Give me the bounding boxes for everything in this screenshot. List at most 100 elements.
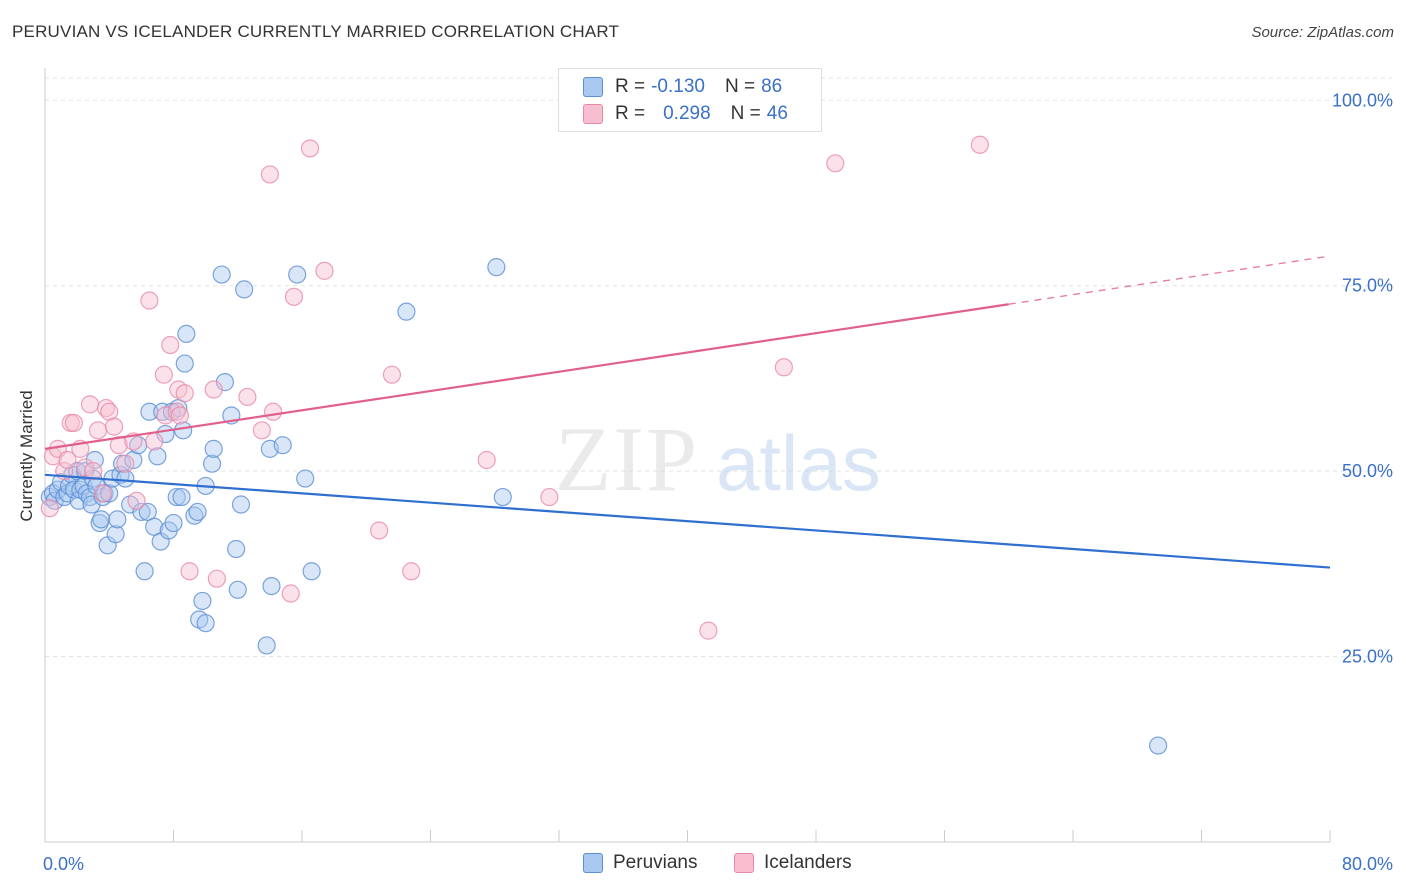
peruvian-point <box>227 539 246 559</box>
peruvian-point <box>174 421 193 440</box>
peruvian-point <box>116 469 135 488</box>
icelander-point <box>84 462 103 481</box>
n-value: 86 <box>761 76 783 97</box>
icelander-point <box>260 165 279 184</box>
y-tick-label: 75.0% <box>1342 276 1393 296</box>
peruvian-point <box>288 265 307 284</box>
peruvian-point <box>397 302 416 321</box>
icelander-point <box>826 154 845 173</box>
icelander-trend-extension <box>1008 255 1331 305</box>
watermark-atlas: atlas <box>716 419 881 507</box>
watermark-zip: ZIP <box>555 408 699 510</box>
icelander-point <box>370 521 389 540</box>
peruvian-point <box>228 580 247 599</box>
peruvian-point <box>167 487 186 507</box>
peruvian-point <box>487 258 506 277</box>
icelander-point <box>252 421 271 440</box>
icelander-point <box>161 335 180 355</box>
icelander-point <box>58 450 77 470</box>
legend-icelanders[interactable]: Icelanders <box>734 852 852 874</box>
icelander-point <box>40 499 59 518</box>
y-axis-label: Currently Married <box>17 390 36 521</box>
peruvian-point <box>175 354 194 373</box>
icelander-point <box>145 432 164 451</box>
peruvian-point <box>100 484 119 503</box>
watermark: ZIP atlas <box>555 408 881 510</box>
peruvian-point <box>262 576 281 596</box>
x-tick-label-max: 80.0% <box>1342 854 1393 874</box>
x-tick-label-min: 0.0% <box>43 854 84 874</box>
peruvian-point <box>172 487 191 507</box>
source-label: Source: ZipAtlas.com <box>1251 24 1394 41</box>
icelander-point <box>93 484 112 503</box>
peruvian-point <box>164 513 183 533</box>
series-legend: Peruvians Icelanders <box>0 852 1406 878</box>
n-label: N = <box>730 103 761 124</box>
icelander-point <box>477 450 496 470</box>
icelander-point <box>284 287 304 306</box>
peruvian-point <box>231 495 251 514</box>
tick-labels: 25.0% 50.0% 75.0% 100.0% 0.0% 80.0% <box>43 90 1393 874</box>
icelander-swatch <box>734 853 754 873</box>
icelander-points <box>40 135 989 640</box>
peruvian-swatch <box>583 77 603 97</box>
peruvian-point <box>132 502 151 522</box>
icelander-point <box>88 421 108 440</box>
peruvian-point <box>82 495 101 514</box>
peruvian-point <box>212 265 231 284</box>
icelander-point <box>180 562 199 581</box>
n-value: 46 <box>766 103 788 124</box>
icelander-point <box>127 491 146 510</box>
r-value: 0.298 <box>663 103 711 124</box>
icelander-point <box>402 562 421 581</box>
r-label: R = <box>615 103 646 124</box>
legend-peruvians-label: Peruvians <box>613 852 698 873</box>
icelander-point <box>300 139 320 158</box>
peruvian-point <box>196 614 215 633</box>
peruvian-point <box>296 469 315 488</box>
icelander-point <box>970 135 989 154</box>
y-tick-label: 100.0% <box>1332 90 1393 110</box>
icelander-point <box>382 365 402 384</box>
icelander-point <box>175 384 194 403</box>
icelander-point <box>170 406 190 425</box>
icelander-point <box>699 621 718 640</box>
icelander-point <box>154 365 173 384</box>
icelander-point <box>156 406 175 425</box>
icelander-point <box>109 436 128 455</box>
icelander-swatch <box>583 104 603 124</box>
icelander-point <box>281 584 300 603</box>
icelander-point <box>64 413 84 433</box>
r-label: R = <box>615 76 646 97</box>
legend-row-peruvians: R = -0.130 N = 86 <box>583 75 782 99</box>
peruvian-point <box>188 502 207 522</box>
peruvian-point <box>493 487 512 507</box>
peruvian-point <box>135 562 154 581</box>
peruvian-point <box>257 636 276 655</box>
legend-icelanders-label: Icelanders <box>764 852 852 873</box>
peruvian-point <box>106 525 125 544</box>
gridlines <box>45 77 1392 658</box>
y-tick-label: 50.0% <box>1342 461 1393 481</box>
icelander-trend-line <box>44 303 1009 450</box>
icelander-point <box>774 358 793 377</box>
peruvian-point <box>215 373 234 392</box>
peruvian-swatch <box>583 853 603 873</box>
r-value: -0.130 <box>651 76 705 97</box>
icelander-point <box>204 380 223 399</box>
peruvian-point <box>92 510 111 529</box>
stats-legend: R = -0.130 N = 86 R = 0.298 N = 46 <box>558 68 822 132</box>
y-tick-label: 25.0% <box>1342 647 1393 667</box>
peruvian-point <box>193 591 212 611</box>
legend-peruvians[interactable]: Peruvians <box>583 852 698 874</box>
trend-lines <box>44 255 1331 569</box>
icelander-point <box>207 569 226 588</box>
icelander-point <box>140 291 159 310</box>
peruvian-point <box>235 280 254 299</box>
peruvian-point <box>202 454 222 473</box>
chart-title: PERUVIAN VS ICELANDER CURRENTLY MARRIED … <box>12 22 620 41</box>
icelander-point <box>116 454 135 473</box>
icelander-point <box>540 487 559 507</box>
icelander-point <box>104 417 124 436</box>
